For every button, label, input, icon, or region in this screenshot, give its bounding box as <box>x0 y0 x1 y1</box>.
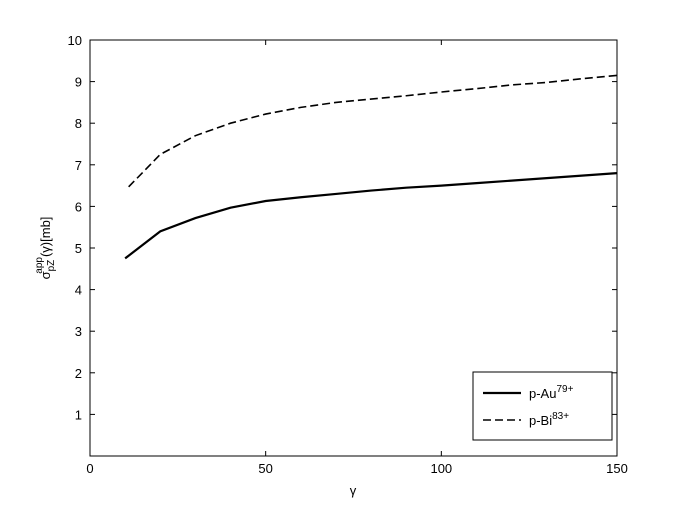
legend-sup: 79+ <box>556 384 573 395</box>
x-axis-label: γ <box>350 483 357 498</box>
y-axis-label-text: σpZapp(γ)[mb] <box>34 217 57 280</box>
series-line <box>124 172 618 260</box>
y-tick-label: 8 <box>75 116 82 131</box>
y-tick-label: 7 <box>75 158 82 173</box>
x-tick-label: 50 <box>258 461 272 476</box>
y-tick-label: 2 <box>75 366 82 381</box>
legend-label: p-Bi83+ <box>529 411 569 428</box>
x-tick-label: 100 <box>430 461 452 476</box>
y-label-tail: (γ)[mb] <box>38 217 53 257</box>
y-tick-label: 10 <box>68 33 82 48</box>
y-label-base: σ <box>38 271 53 279</box>
legend-box <box>472 371 613 441</box>
y-tick-label: 4 <box>75 283 82 298</box>
legend-label: p-Au79+ <box>529 384 574 401</box>
x-tick-label: 150 <box>606 461 628 476</box>
legend-sup: 83+ <box>552 411 569 422</box>
y-tick-label: 5 <box>75 241 82 256</box>
x-tick-label: 0 <box>86 461 93 476</box>
series-line <box>128 74 618 188</box>
legend-name: p-Bi <box>529 413 552 428</box>
y-tick-label: 9 <box>75 75 82 90</box>
y-tick-label: 1 <box>75 407 82 422</box>
legend-name: p-Au <box>529 386 556 401</box>
y-tick-label: 6 <box>75 199 82 214</box>
y-tick-label: 3 <box>75 324 82 339</box>
y-label-sub: pZ <box>46 260 57 272</box>
y-label-sup: app <box>34 257 45 274</box>
y-axis-label: σpZapp(γ)[mb] <box>34 217 57 280</box>
